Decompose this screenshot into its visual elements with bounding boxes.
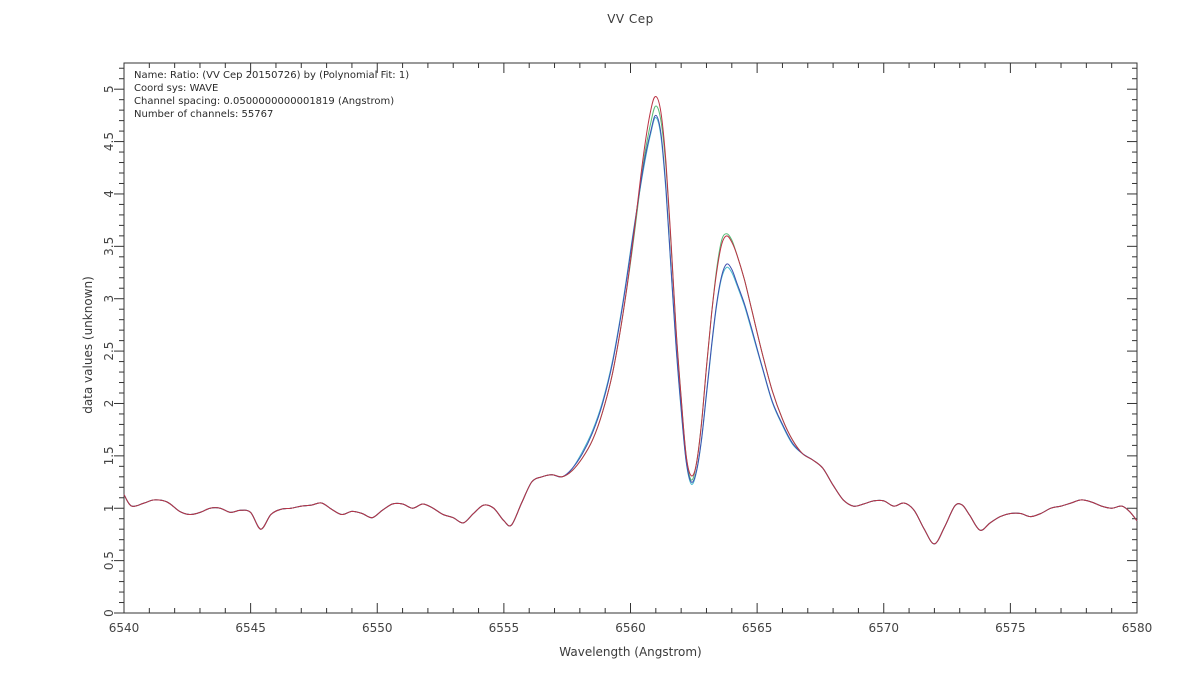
y-axis-label: data values (unknown)	[81, 276, 95, 414]
annotation-line-channels: Number of channels: 55767	[134, 109, 274, 120]
spectrum-red	[123, 96, 1138, 545]
plot-frame	[123, 62, 1138, 614]
y-tick-label: 3	[102, 295, 116, 303]
y-tick-label: 5	[102, 85, 116, 93]
spectrum-green	[123, 105, 1138, 545]
spectrum-cyan	[123, 117, 1138, 545]
y-tick-label: 1	[102, 504, 116, 512]
x-tick-label: 6575	[995, 621, 1026, 635]
x-tick-label: 6555	[489, 621, 520, 635]
y-tick-label: 0	[102, 609, 116, 617]
y-tick-label: 0.5	[102, 551, 116, 570]
y-tick-label: 4.5	[102, 132, 116, 151]
y-tick-label: 4	[102, 190, 116, 198]
x-tick-label: 6580	[1122, 621, 1153, 635]
y-tick-label: 3.5	[102, 237, 116, 256]
page-title: VV Cep	[607, 12, 654, 26]
annotation-line-name: Name: Ratio: (VV Cep 20150726) by (Polyn…	[134, 70, 410, 81]
x-tick-label: 6570	[868, 621, 899, 635]
annotation-block: Name: Ratio: (VV Cep 20150726) by (Polyn…	[134, 69, 409, 121]
x-axis-label: Wavelength (Angstrom)	[559, 645, 702, 659]
annotation-line-coordsys: Coord sys: WAVE	[134, 83, 219, 94]
x-tick-label: 6540	[109, 621, 140, 635]
annotation-line-spacing: Channel spacing: 0.0500000000001819 (Ang…	[134, 96, 395, 107]
x-tick-label: 6560	[615, 621, 646, 635]
y-tick-label: 2	[102, 400, 116, 408]
x-tick-label: 6565	[742, 621, 773, 635]
x-tick-label: 6545	[235, 621, 266, 635]
x-tick-label: 6550	[362, 621, 393, 635]
y-tick-label: 2.5	[102, 342, 116, 361]
y-tick-label: 1.5	[102, 446, 116, 465]
spectrum-blue	[123, 114, 1138, 545]
